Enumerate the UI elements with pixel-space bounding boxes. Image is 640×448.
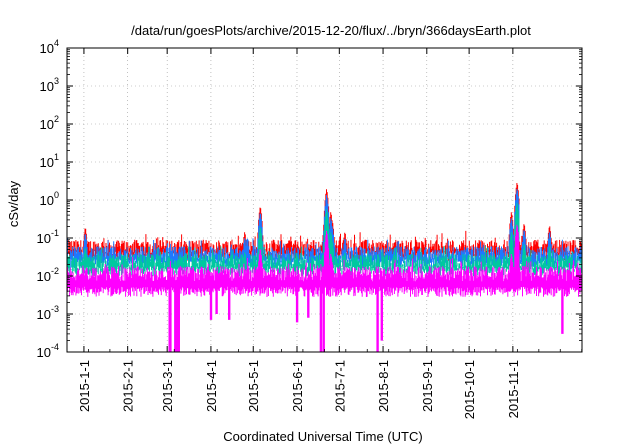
x-tick-label: 2015-6-1 <box>290 360 305 412</box>
grid <box>67 47 582 353</box>
data-series-3 <box>67 224 583 352</box>
plot-area <box>67 183 583 352</box>
y-tick-label: 102 <box>40 114 59 132</box>
y-tick-label: 10-3 <box>37 304 59 322</box>
y-tick-label: 10-4 <box>37 342 59 360</box>
y-tick-label: 101 <box>40 152 59 170</box>
y-tick-label: 10-2 <box>37 266 59 284</box>
y-tick-label: 104 <box>40 38 59 56</box>
y-tick-label: 100 <box>40 190 59 208</box>
x-tick-label: 2015-3-1 <box>160 360 175 412</box>
x-axis-label: Coordinated Universal Time (UTC) <box>223 429 422 444</box>
x-tick-label: 2015-7-1 <box>332 360 347 412</box>
y-tick-label: 103 <box>40 76 59 94</box>
x-tick-label: 2015-11-1 <box>506 360 521 418</box>
y-tick-label: 10-1 <box>37 228 59 246</box>
x-tick-label: 2015-1-1 <box>77 360 92 412</box>
chart-title: /data/run/goesPlots/archive/2015-12-20/f… <box>131 23 531 38</box>
x-axis-ticks: 2015-1-1 2015-2-1 2015-3-1 2015-4-1 2015-5-1… <box>66 48 583 419</box>
x-tick-label: 2015-5-1 <box>246 360 261 412</box>
x-tick-label: 2015-9-1 <box>420 360 435 412</box>
x-tick-label: 2015-8-1 <box>376 360 391 412</box>
x-tick-label: 2015-4-1 <box>204 360 219 412</box>
x-tick-label: 2015-2-1 <box>121 360 136 412</box>
y-axis-ticks: 10-4 10-3 10-2 10-1 100 101 102 103 104 <box>37 38 582 360</box>
x-tick-label: 2015-10-1 <box>462 360 477 419</box>
y-axis-label: cSv/day <box>6 180 21 227</box>
